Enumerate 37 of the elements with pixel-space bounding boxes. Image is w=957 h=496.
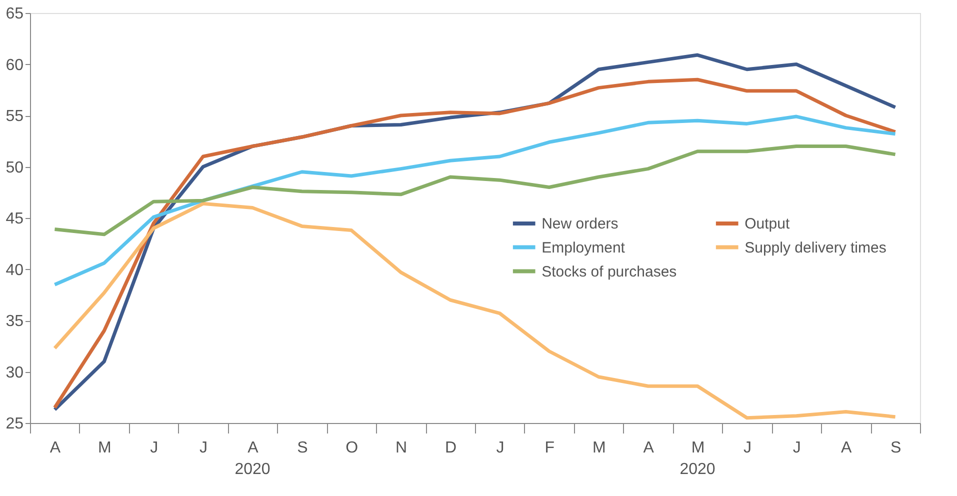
line-series [52, 144, 898, 236]
y-tick-label: 55 [6, 108, 24, 125]
x-tick-label: F [544, 440, 555, 456]
x-tick-label: M [98, 440, 112, 456]
y-tick-label: 60 [6, 56, 24, 74]
legend-label: Supply delivery times [744, 239, 886, 256]
line-series [52, 114, 898, 286]
legend-label: Output [744, 216, 790, 233]
x-tick-label: D [444, 440, 457, 456]
x-tick-label: J [496, 440, 504, 456]
x-tick-label: S [890, 440, 902, 456]
text: 2020 [234, 461, 270, 478]
legend-label: Employment [542, 239, 626, 256]
y-tick-label: 30 [6, 364, 24, 382]
y-tick-label: 50 [6, 159, 24, 176]
x-tick-label: S [297, 440, 308, 456]
x-tick-label: N [396, 440, 408, 456]
x-tick-label: A [643, 440, 654, 456]
x-tick-label: A [248, 440, 259, 456]
y-tick-label: 45 [6, 210, 24, 228]
x-tick-label: J [150, 440, 158, 456]
legend-label: New orders [542, 216, 618, 233]
legend-label: Stocks of purchases [542, 263, 677, 280]
y-tick-label: 35 [6, 313, 24, 330]
text: 2020 [680, 461, 716, 478]
x-tick-label: J [792, 440, 801, 456]
x-tick-label: A [840, 440, 852, 456]
y-tick-label: 40 [6, 262, 24, 279]
x-tick-label: J [200, 440, 208, 456]
line-series [52, 202, 898, 420]
y-tick-label: 25 [6, 416, 24, 432]
x-tick-label: M [691, 440, 705, 456]
x-tick-label: M [592, 440, 606, 456]
x-tick-label: O [346, 440, 358, 456]
x-tick-label: J [743, 440, 752, 456]
y-tick-label: 65 [6, 6, 24, 22]
x-tick-label: A [50, 440, 61, 456]
